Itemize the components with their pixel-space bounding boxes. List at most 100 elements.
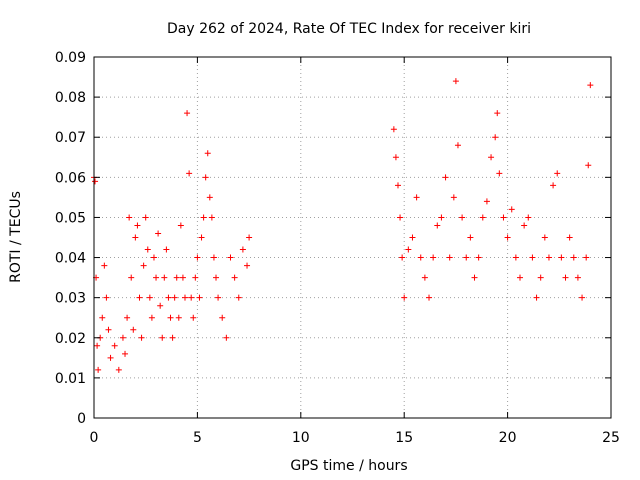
- data-point: [208, 214, 215, 221]
- data-point: [103, 294, 110, 301]
- y-tick-labels: 0 0.01 0.02 0.03 0.04 0.05 0.06 0.07 0.08 0.09: [55, 50, 86, 427]
- data-point: [94, 342, 101, 349]
- data-point: [550, 182, 557, 189]
- data-point: [188, 294, 195, 301]
- data-point: [95, 366, 102, 373]
- data-point: [525, 214, 532, 221]
- data-point: [177, 222, 184, 229]
- data-point: [111, 342, 118, 349]
- data-point: [417, 254, 424, 261]
- data-point: [409, 234, 416, 241]
- data-point: [122, 350, 129, 357]
- data-point: [454, 142, 461, 149]
- data-point: [537, 274, 544, 281]
- data-point: [146, 294, 153, 301]
- data-point: [390, 126, 397, 133]
- y-axis-label: ROTI / TECUs: [8, 191, 24, 283]
- y-tick-label: 0.06: [55, 170, 86, 186]
- data-point: [179, 274, 186, 281]
- data-point: [442, 174, 449, 181]
- data-point: [405, 246, 412, 253]
- data-point: [494, 110, 501, 117]
- data-point: [399, 254, 406, 261]
- data-point: [215, 294, 222, 301]
- data-point: [566, 234, 573, 241]
- data-point: [452, 78, 459, 85]
- data-point: [107, 354, 114, 361]
- data-point: [587, 82, 594, 89]
- chart-title: Day 262 of 2024, Rate Of TEC Index for r…: [167, 21, 531, 37]
- data-point: [167, 314, 174, 321]
- data-point: [244, 262, 251, 269]
- data-point: [210, 254, 217, 261]
- data-point: [227, 254, 234, 261]
- data-point: [105, 326, 112, 333]
- data-point: [413, 194, 420, 201]
- data-point: [529, 254, 536, 261]
- y-tick-label: 0.09: [55, 50, 86, 66]
- data-point: [138, 334, 145, 341]
- data-point: [184, 110, 191, 117]
- data-point: [471, 274, 478, 281]
- data-point: [223, 334, 230, 341]
- data-point: [128, 274, 135, 281]
- data-point: [562, 274, 569, 281]
- data-points: [91, 78, 594, 373]
- data-point: [463, 254, 470, 261]
- data-point: [434, 222, 441, 229]
- data-point: [508, 206, 515, 213]
- data-point: [219, 314, 226, 321]
- data-point: [521, 222, 528, 229]
- x-tick-label: 15: [395, 430, 413, 446]
- data-point: [190, 314, 197, 321]
- data-point: [194, 254, 201, 261]
- data-point: [192, 274, 199, 281]
- data-point: [467, 234, 474, 241]
- data-point: [142, 214, 149, 221]
- data-point: [171, 294, 178, 301]
- data-point: [119, 334, 126, 341]
- data-point: [99, 314, 106, 321]
- x-tick-label: 10: [292, 430, 310, 446]
- data-point: [585, 162, 592, 169]
- data-point: [181, 294, 188, 301]
- data-point: [130, 326, 137, 333]
- data-point: [574, 274, 581, 281]
- data-point: [239, 246, 246, 253]
- data-point: [496, 170, 503, 177]
- data-point: [392, 154, 399, 161]
- y-tick-label: 0.03: [55, 291, 86, 307]
- data-point: [161, 274, 168, 281]
- plot-frame: [93, 56, 612, 419]
- data-point: [397, 214, 404, 221]
- data-point: [200, 214, 207, 221]
- data-point: [165, 294, 172, 301]
- data-point: [153, 274, 160, 281]
- data-point: [186, 170, 193, 177]
- data-point: [126, 214, 133, 221]
- data-point: [421, 274, 428, 281]
- data-point: [150, 254, 157, 261]
- data-point: [92, 178, 99, 185]
- data-point: [206, 194, 213, 201]
- data-point: [144, 246, 151, 253]
- data-point: [492, 134, 499, 141]
- data-point: [570, 254, 577, 261]
- data-point: [136, 294, 143, 301]
- data-point: [430, 254, 437, 261]
- y-tick-label: 0.02: [55, 331, 86, 347]
- data-point: [558, 254, 565, 261]
- data-point: [196, 294, 203, 301]
- data-point: [213, 274, 220, 281]
- data-point: [512, 254, 519, 261]
- data-point: [140, 262, 147, 269]
- data-point: [148, 314, 155, 321]
- data-point: [475, 254, 482, 261]
- data-point: [394, 182, 401, 189]
- data-point: [115, 366, 122, 373]
- data-point: [132, 234, 139, 241]
- axis-ticks: [93, 56, 612, 419]
- data-point: [155, 230, 162, 237]
- y-tick-label: 0.05: [55, 210, 86, 226]
